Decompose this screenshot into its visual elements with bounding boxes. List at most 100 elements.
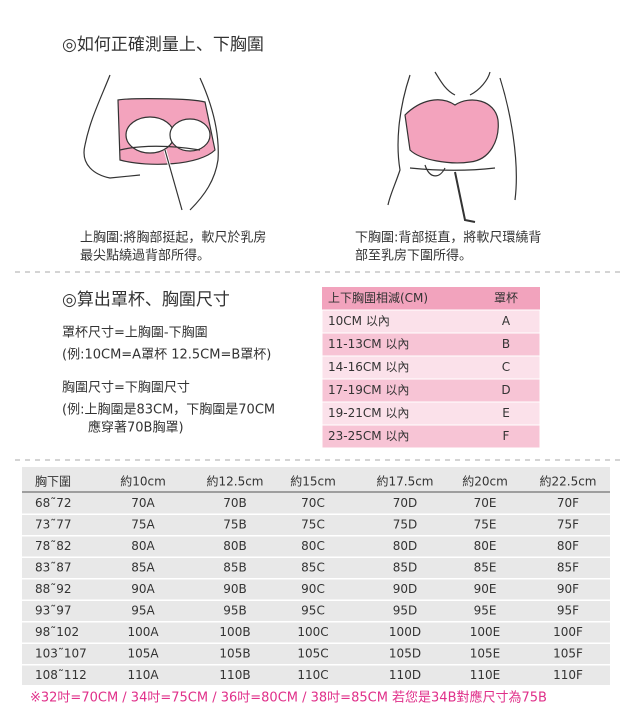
section-title: ◎如何正確測量上、下胸圍 [62,35,264,55]
size-cell: 105E [470,647,501,661]
size-cell: 98˜102 [35,625,79,639]
size-cell: 108˜112 [35,668,87,682]
caption: 下胸圍:背部挺直，將軟尺環繞背 [355,230,541,246]
note: 胸圍尺寸=下胸圍尺寸 [62,381,190,396]
size-cell: 95F [557,604,579,618]
cup-header-bg [322,287,540,310]
size-cell: 110F [553,668,583,682]
size-cell: 85F [557,561,579,575]
size-cell: 105F [553,647,583,661]
size-cell: 85D [393,561,418,575]
note: (例:上胸圍是83CM，下胸圍是70CM [62,403,275,418]
size-cell: 100E [470,625,501,639]
size-cell: 90C [301,582,325,596]
cup-cell: E [502,406,510,420]
caption: 上胸圍:將胸部挺起，軟尺於乳房 [80,230,266,246]
note: 罩杯尺寸=上胸圍-下胸圍 [62,326,208,341]
size-cell: 80D [393,539,418,553]
size-cell: 78˜82 [35,539,72,553]
cup-cell: B [502,337,510,351]
size-cell: 110C [297,668,328,682]
size-header: 胸下圍 [35,474,71,489]
size-cell: 73˜77 [35,518,72,532]
size-cell: 95A [131,604,155,618]
size-cell: 80A [131,539,155,553]
size-cell: 75C [301,518,325,532]
size-cell: 75A [131,518,155,532]
cup-cell: 11-13CM 以內 [328,337,409,351]
section-title: ◎算出罩杯、胸圍尺寸 [62,290,230,310]
size-cell: 83˜87 [35,561,72,575]
size-cell: 85E [474,561,497,575]
size-cell: 75E [474,518,497,532]
note: (例:10CM=A罩杯 12.5CM=B罩杯) [62,348,271,363]
cup-cell: 19-21CM 以內 [328,406,409,420]
size-cell: 70F [557,496,579,510]
size-cell: 95B [223,604,247,618]
size-cell: 80E [474,539,497,553]
size-cell: 85B [223,561,247,575]
caption: 最尖點繞過背部所得。 [80,248,210,264]
cup-cell: F [503,429,510,443]
size-cell: 90A [131,582,155,596]
size-cell: 100F [553,625,583,639]
size-header: 約20cm [462,474,508,489]
size-cell: 70E [474,496,497,510]
size-cell: 75B [223,518,247,532]
size-cell: 68˜72 [35,496,72,510]
size-cell: 88˜92 [35,582,72,596]
cup-cell: C [502,360,510,374]
cup-cell: D [501,383,510,397]
size-cell: 75D [393,518,418,532]
size-header: 約10cm [120,474,166,489]
size-cell: 70A [131,496,155,510]
size-header: 約15cm [290,474,336,489]
cup-header: 上下胸圍相減(CM) [328,290,428,305]
size-cell: 95D [393,604,418,618]
size-header: 約22.5cm [539,474,596,489]
cup-header: 罩杯 [494,291,518,305]
table-background [22,467,610,685]
cup-cell: 23-25CM 以內 [328,429,409,443]
note: 應穿著70B胸罩) [88,420,184,436]
size-cell: 110D [389,668,421,682]
size-cell: 80C [301,539,325,553]
size-cell: 90B [223,582,247,596]
size-cell: 85A [131,561,155,575]
size-cell: 70B [223,496,247,510]
size-cell: 100B [219,625,250,639]
size-header: 約12.5cm [206,474,263,489]
size-cell: 100D [389,625,421,639]
illustration-upper [83,74,219,211]
size-cell: 90F [557,582,579,596]
size-cell: 70C [301,496,325,510]
cup-row-bg [321,424,541,449]
size-cell: 75F [557,518,579,532]
size-cell: 100C [297,625,328,639]
size-cell: 105A [127,647,159,661]
footnote: ※32吋=70CM / 34吋=75CM / 36吋=80CM / 38吋=85… [30,690,547,706]
size-cell: 105D [389,647,421,661]
size-cell: 90E [474,582,497,596]
size-cell: 70D [393,496,418,510]
cup-cell: A [502,314,511,328]
size-cell: 100A [127,625,159,639]
cup-cell: 17-19CM 以內 [328,383,409,397]
size-cell: 95C [301,604,325,618]
size-cell: 110E [470,668,501,682]
size-cell: 105B [219,647,250,661]
caption: 部至乳房下圍所得。 [355,248,472,264]
size-cell: 95E [474,604,497,618]
size-header: 約17.5cm [376,474,433,489]
size-cell: 90D [393,582,418,596]
size-cell: 110A [127,668,159,682]
size-cell: 93˜97 [35,604,72,618]
size-cell: 80B [223,539,247,553]
size-cell: 85C [301,561,325,575]
size-cell: 103˜107 [35,647,87,661]
size-cell: 80F [557,539,579,553]
cup-cell: 10CM 以內 [328,314,390,328]
size-cell: 105C [297,647,328,661]
